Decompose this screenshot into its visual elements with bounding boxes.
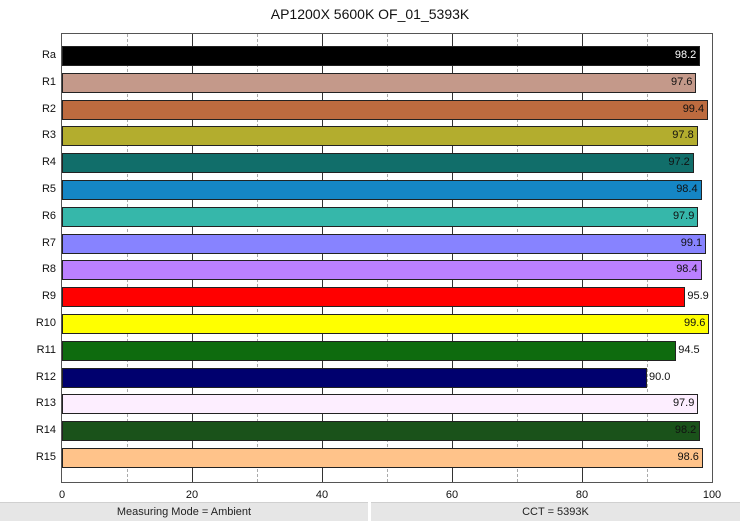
bar-r7 xyxy=(62,233,707,254)
bar-r6 xyxy=(62,206,699,227)
bar-row: 99.1 xyxy=(62,233,712,254)
gridline xyxy=(257,34,258,482)
y-axis-label: R15 xyxy=(35,451,56,463)
bar-r12 xyxy=(62,367,647,388)
bar-r14 xyxy=(62,421,701,442)
bar-row: 97.9 xyxy=(62,394,712,415)
bar-row: 98.2 xyxy=(62,46,712,66)
gridline xyxy=(192,34,193,482)
y-axis-label: R10 xyxy=(35,317,56,329)
y-axis-label: R8 xyxy=(41,263,56,276)
gridline xyxy=(452,34,453,482)
bar-r11 xyxy=(62,340,677,361)
bar-row: 98.4 xyxy=(62,260,712,281)
bar-row: 97.6 xyxy=(62,72,712,93)
y-axis-label: R12 xyxy=(35,370,56,383)
bar-row: 98.4 xyxy=(62,180,712,200)
bar-row: 99.4 xyxy=(62,99,712,120)
y-axis-label: Ra xyxy=(41,49,56,61)
bar-r1 xyxy=(62,72,697,93)
bar-ra xyxy=(62,46,701,66)
bar-value-label: 97.6 xyxy=(670,75,693,88)
bar-value-label: 90.0 xyxy=(649,370,671,383)
y-axis-label: R1 xyxy=(41,75,56,88)
y-axis-label: R2 xyxy=(41,102,56,115)
bar-value-label: 98.2 xyxy=(674,424,697,437)
bar-r3 xyxy=(62,126,698,147)
bar-row: 97.9 xyxy=(62,206,712,227)
bar-value-label: 97.9 xyxy=(672,397,695,410)
cct-status: CCT = 5393K xyxy=(371,502,740,521)
bar-value-label: 98.6 xyxy=(677,451,699,463)
gridline xyxy=(387,34,388,482)
bar-row: 95.9 xyxy=(62,287,712,308)
x-axis-tick-label: 20 xyxy=(185,489,199,501)
gridline xyxy=(582,34,583,482)
gridline xyxy=(517,34,518,482)
bar-row: 97.8 xyxy=(62,126,712,147)
x-axis-tick-label: 80 xyxy=(575,489,589,501)
y-axis-label: R4 xyxy=(41,156,56,169)
measuring-mode-status: Measuring Mode = Ambient xyxy=(0,502,368,521)
bar-value-label: 97.9 xyxy=(672,209,695,222)
gridline xyxy=(322,34,323,482)
y-axis-label: R14 xyxy=(35,424,56,437)
bar-r10 xyxy=(62,314,710,334)
y-axis-label: R3 xyxy=(41,129,56,142)
y-axis-label: R6 xyxy=(41,209,56,222)
bar-row: 94.5 xyxy=(62,340,712,361)
bar-value-label: 97.2 xyxy=(668,156,690,169)
bar-value-label: 99.4 xyxy=(682,102,705,115)
x-axis-tick-label: 100 xyxy=(702,489,722,501)
bar-r8 xyxy=(62,260,702,281)
bar-value-label: 99.1 xyxy=(680,236,703,249)
bar-row: 90.0 xyxy=(62,367,712,388)
bar-row: 99.6 xyxy=(62,314,712,334)
bar-r13 xyxy=(62,394,699,415)
bar-r9 xyxy=(62,287,686,308)
y-axis-label: R11 xyxy=(36,343,56,356)
bar-value-label: 97.8 xyxy=(672,129,694,142)
gridline xyxy=(127,34,128,482)
x-axis-tick-label: 0 xyxy=(58,489,66,501)
chart-title: AP1200X 5600K OF_01_5393K xyxy=(270,6,470,22)
y-axis-label: R9 xyxy=(41,290,56,303)
y-axis-label: R5 xyxy=(41,183,56,195)
x-axis-tick-label: 40 xyxy=(315,489,329,501)
plot-area: 98.2 97.6 99.4 97.8 97.2 98.4 97.9 99.1 98.4 95.9… xyxy=(61,33,713,483)
bar-value-label: 95.9 xyxy=(687,290,709,303)
bar-r2 xyxy=(62,99,709,120)
x-axis-tick-label: 60 xyxy=(445,489,459,501)
y-axis-label: R13 xyxy=(35,397,56,410)
bar-value-label: 98.2 xyxy=(674,49,697,61)
bar-row: 97.2 xyxy=(62,153,712,174)
bar-value-label: 99.6 xyxy=(683,317,706,329)
bar-row: 98.2 xyxy=(62,421,712,442)
bar-r5 xyxy=(62,180,702,200)
bar-value-label: 98.4 xyxy=(676,183,698,195)
bar-r4 xyxy=(62,153,694,174)
bar-row: 98.6 xyxy=(62,448,712,468)
gridline xyxy=(647,34,648,482)
bar-value-label: 94.5 xyxy=(678,343,700,356)
bar-r15 xyxy=(62,448,703,468)
y-axis-label: R7 xyxy=(41,236,56,249)
bar-value-label: 98.4 xyxy=(676,263,698,276)
